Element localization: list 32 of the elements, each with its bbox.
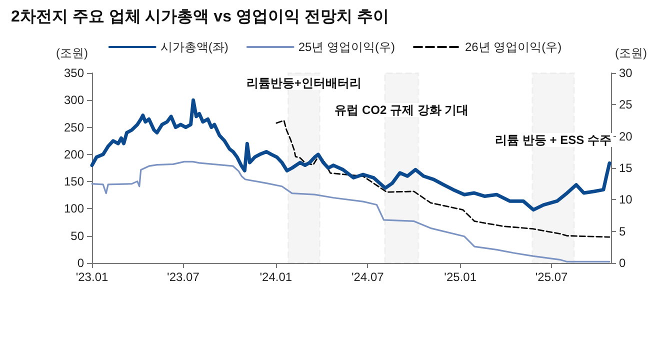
chart-title: 2차전지 주요 업체 시가총액 vs 영업이익 전망치 추이 <box>11 8 389 26</box>
line-series <box>276 120 610 238</box>
y-axis-title: (조원) <box>56 46 88 60</box>
x-tick-label: '24.01 <box>260 270 292 284</box>
y-tick-label: 350 <box>64 66 84 80</box>
legend-label: 시가총액(좌) <box>160 40 228 54</box>
y2-tick-label: 0 <box>619 256 626 270</box>
y2-tick-label: 10 <box>619 192 633 207</box>
y-tick-label: 100 <box>64 202 84 216</box>
x-tick-label: '25.01 <box>444 270 477 284</box>
y-tick-label: 300 <box>64 93 84 108</box>
y-tick-label: 250 <box>64 120 84 134</box>
legend-label: 26년 영업이익(우) <box>464 40 562 54</box>
x-tick-label: '23.07 <box>167 270 200 284</box>
y2-tick-label: 30 <box>619 66 633 80</box>
band-label: 유럽 CO2 규제 강화 기대 <box>334 103 469 117</box>
y2-tick-label: 5 <box>619 224 626 238</box>
x-tick-label: '23.01 <box>76 270 108 284</box>
band-label: 리튬 반등 + ESS 수주 <box>495 133 612 147</box>
y-tick-label: 50 <box>70 228 84 243</box>
y2-tick-label: 20 <box>619 129 633 144</box>
legend-label: 25년 영업이익(우) <box>298 40 396 54</box>
y-tick-label: 150 <box>64 174 84 189</box>
line-series <box>90 98 612 212</box>
y2-tick-label: 25 <box>619 98 633 112</box>
band-label: 리튬반등+인터배터리 <box>246 76 362 90</box>
x-tick-label: '24.07 <box>351 270 384 284</box>
y2-axis-title: (조원) <box>615 46 647 60</box>
y-tick-label: 0 <box>77 256 84 270</box>
y2-tick-label: 15 <box>619 161 633 175</box>
x-tick-label: '25.07 <box>535 270 568 284</box>
y-tick-label: 200 <box>64 147 84 162</box>
